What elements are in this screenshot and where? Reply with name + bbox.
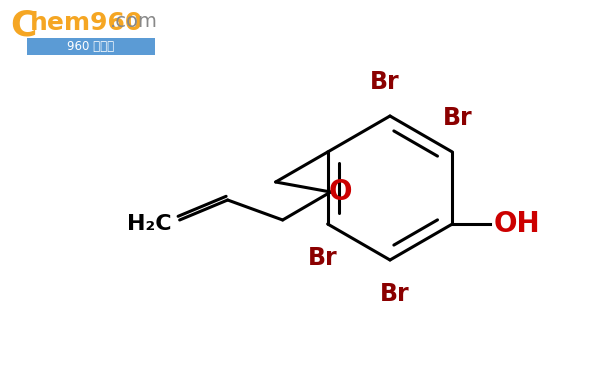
Text: 960 化工网: 960 化工网 bbox=[67, 40, 114, 54]
Text: Br: Br bbox=[442, 106, 472, 130]
Text: Br: Br bbox=[380, 282, 410, 306]
Text: C: C bbox=[10, 8, 36, 42]
Text: hem960: hem960 bbox=[30, 11, 143, 35]
Text: .com: .com bbox=[110, 12, 158, 31]
Text: H₂C: H₂C bbox=[127, 214, 172, 234]
FancyBboxPatch shape bbox=[27, 38, 155, 55]
Text: Br: Br bbox=[308, 246, 338, 270]
Text: O: O bbox=[329, 178, 352, 206]
Text: OH: OH bbox=[493, 210, 540, 238]
Text: Br: Br bbox=[370, 70, 400, 94]
